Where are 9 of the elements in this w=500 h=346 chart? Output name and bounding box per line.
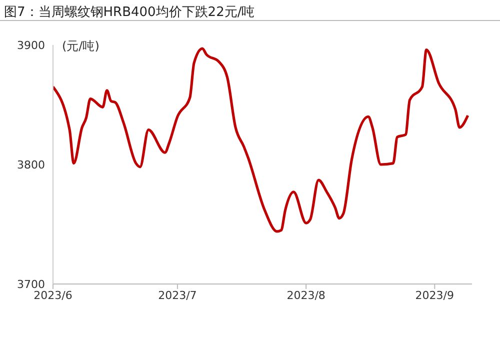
y-axis-title: (元/吨) (62, 38, 100, 55)
y-tick-label: 3800 (17, 158, 45, 172)
x-tick-label: 2023/6 (34, 288, 72, 302)
x-tick-label: 2023/7 (158, 288, 197, 302)
x-tick-label: 2023/9 (415, 288, 454, 302)
chart-title: 图7：当周螺纹钢HRB400均价下跌22元/吨 (4, 4, 255, 21)
y-tick-label: 3900 (17, 38, 45, 52)
y-tick-label: 3700 (17, 278, 45, 291)
x-tick-label: 2023/8 (286, 288, 326, 302)
